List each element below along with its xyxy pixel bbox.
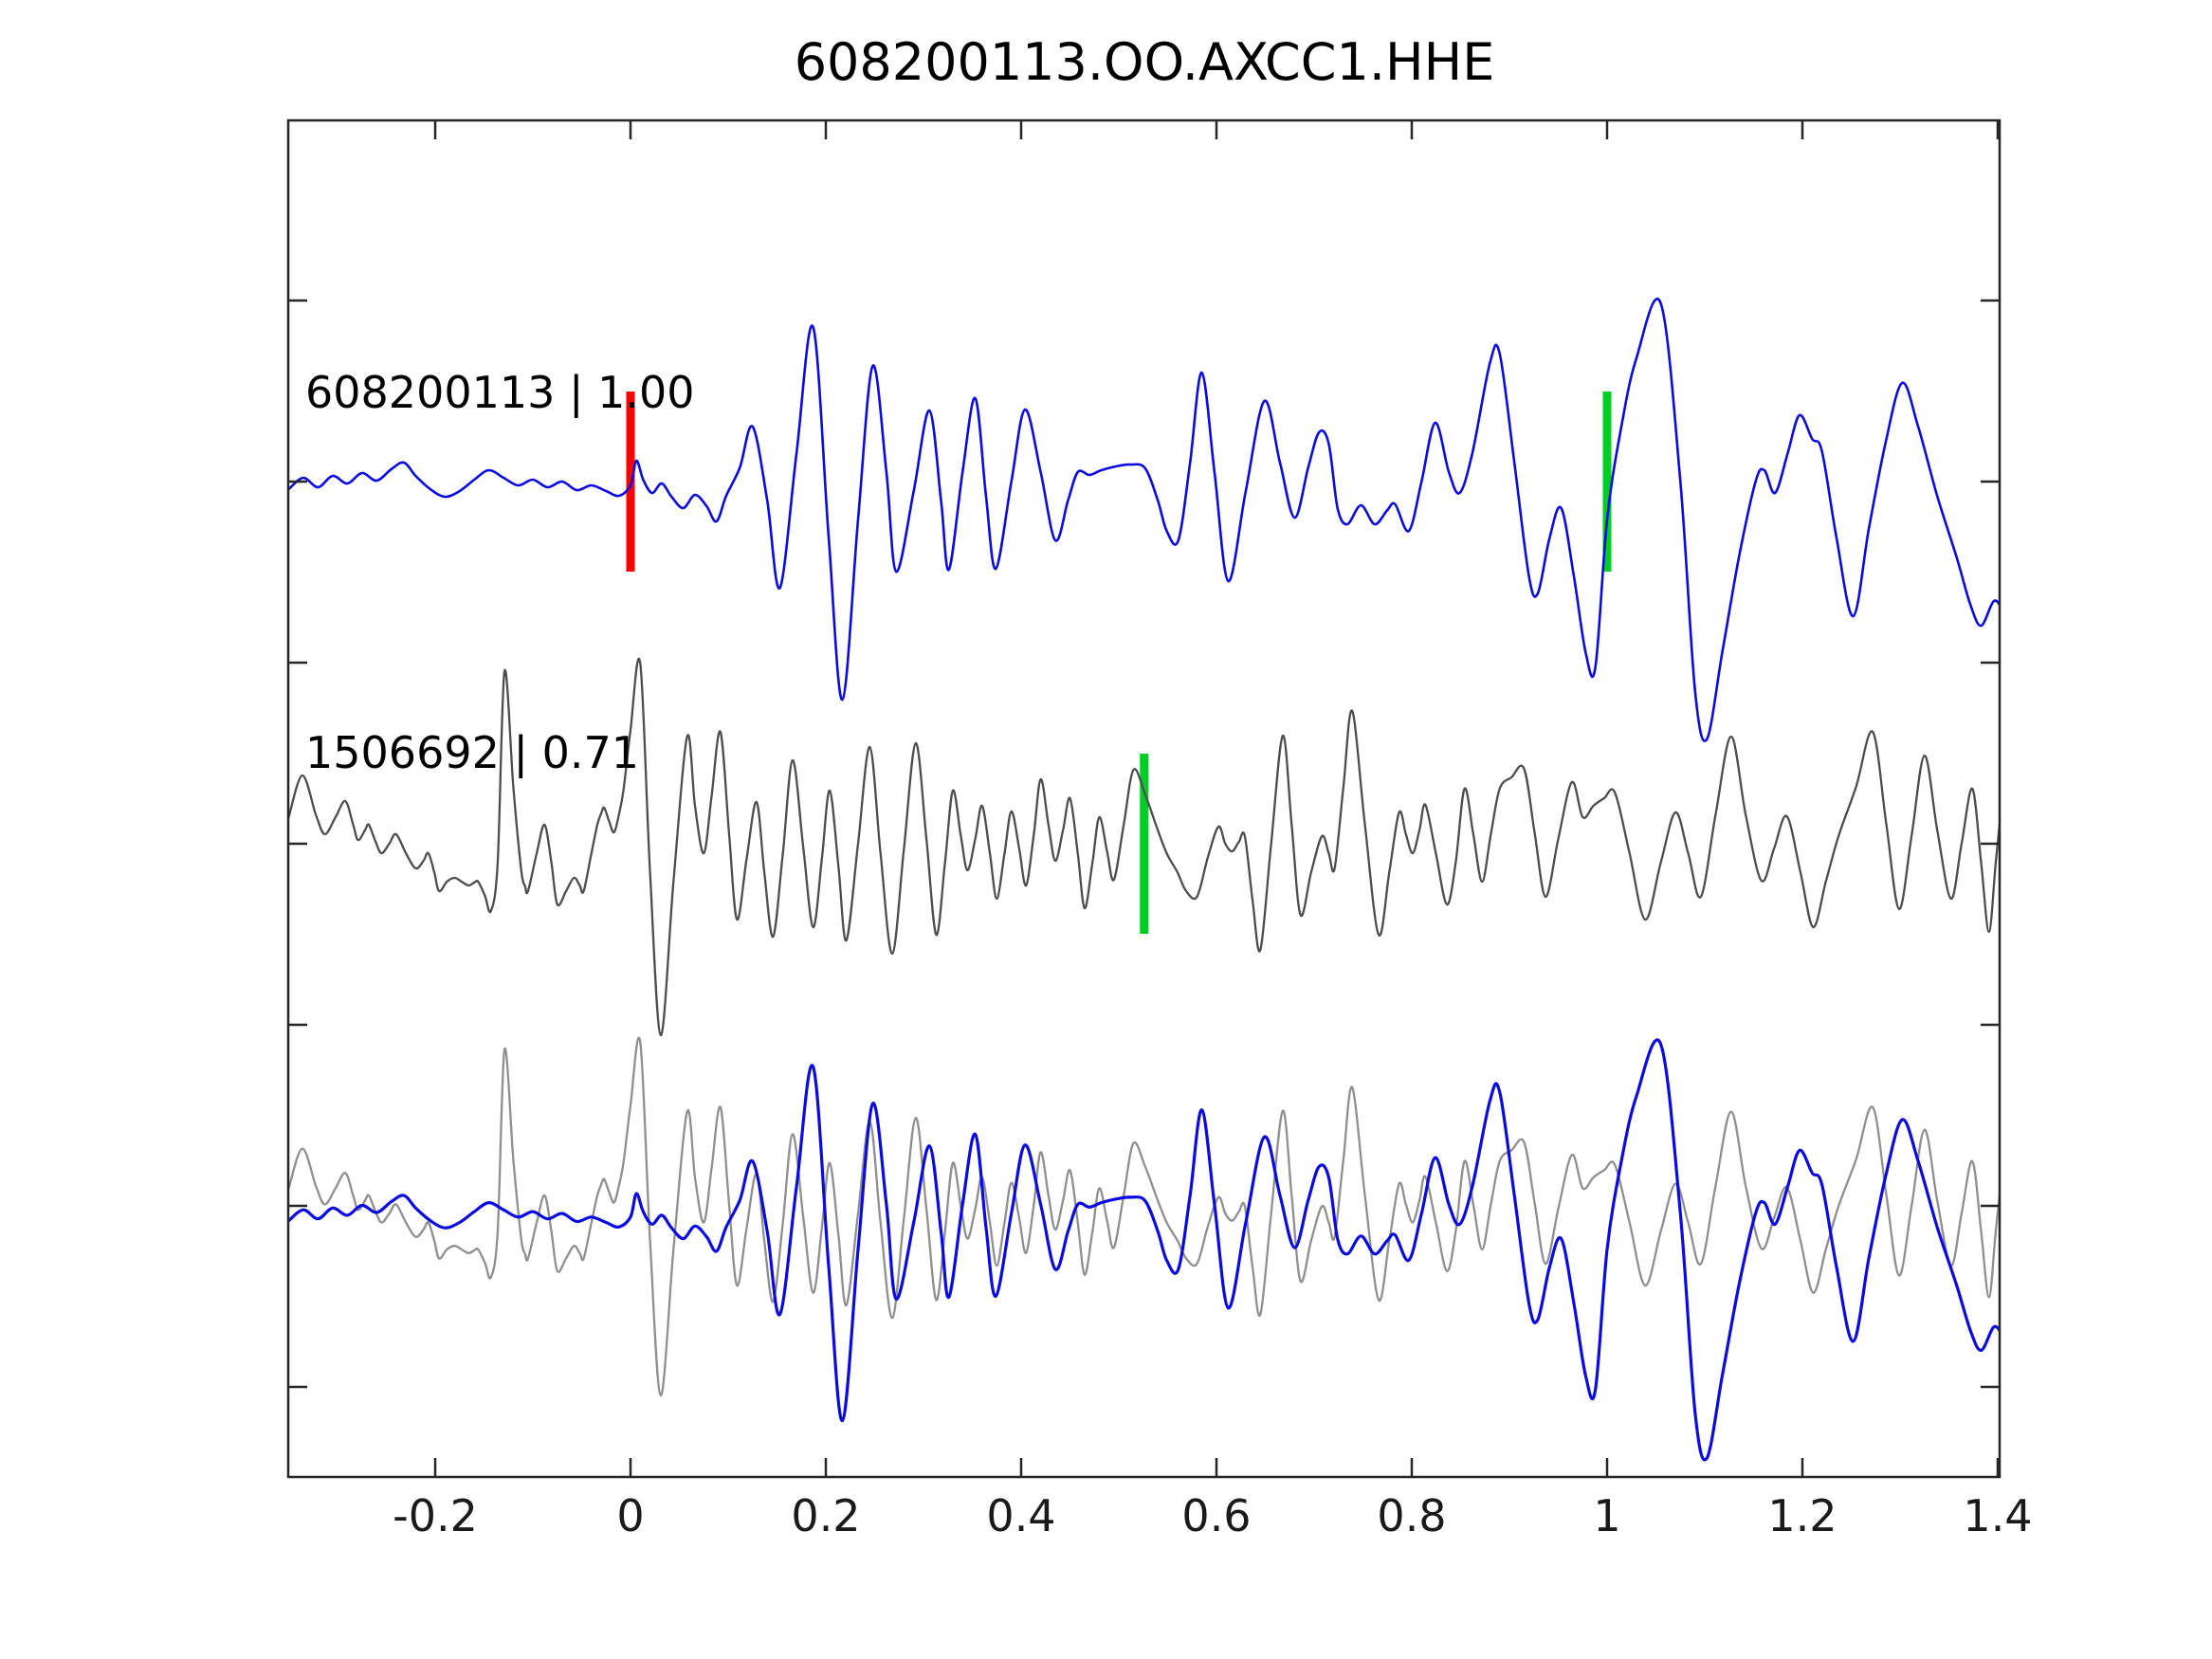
x-tick-label: 1 [1593, 1490, 1620, 1541]
plot-border [286, 118, 2002, 1479]
trace-label-detection: 1506692 | 0.71 [305, 727, 640, 778]
overlay-template-waveform [288, 1038, 2000, 1462]
detection-waveform [288, 658, 2000, 1037]
template-waveform [288, 298, 2000, 742]
x-tick-label: 0.8 [1377, 1490, 1446, 1541]
x-tick-label: 1.2 [1767, 1490, 1837, 1541]
x-tick-label: 1.4 [1963, 1490, 2032, 1541]
x-tick-label: 0 [616, 1490, 644, 1541]
x-tick-label: 0.4 [986, 1490, 1055, 1541]
trace-label-template: 608200113 | 1.00 [305, 367, 695, 418]
x-tick-label: 0.6 [1181, 1490, 1251, 1541]
x-tick-label: -0.2 [393, 1490, 478, 1541]
x-tick-label: 0.2 [791, 1490, 860, 1541]
figure-title: 608200113.OO.AXCC1.HHE [794, 32, 1495, 92]
overlay-detection-waveform [288, 1036, 2000, 1397]
